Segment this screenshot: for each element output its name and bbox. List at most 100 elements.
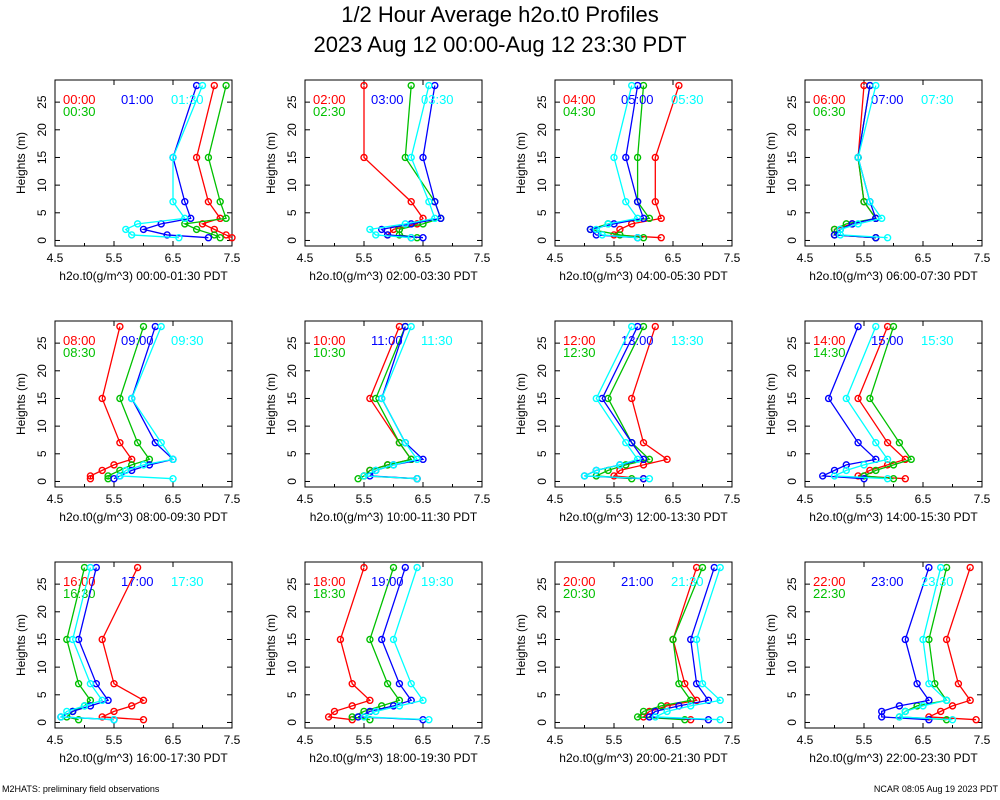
series-line-1600 bbox=[99, 567, 145, 721]
legend-label: 13:00 bbox=[621, 333, 654, 348]
data-point bbox=[633, 198, 642, 206]
series-line-2100 bbox=[647, 567, 715, 721]
data-point bbox=[216, 198, 224, 206]
legend-label: 22:30 bbox=[813, 586, 846, 601]
data-point bbox=[872, 439, 880, 447]
data-point bbox=[616, 461, 624, 469]
x-tick-label: 7.5 bbox=[224, 251, 241, 265]
series-line-0900 bbox=[113, 326, 175, 480]
data-point bbox=[883, 439, 892, 447]
y-tick-label: 15 bbox=[535, 391, 549, 405]
y-axis-label: Heights (m) bbox=[764, 132, 778, 194]
x-tick-label: 4.5 bbox=[797, 492, 814, 506]
x-tick-label: 5.5 bbox=[606, 733, 623, 747]
panel-3: 4.5 5.5 6.5 7.5 0 5 10 15 20 25 Heights (m) h2o.t0(… bbox=[514, 79, 741, 283]
data-point bbox=[592, 466, 600, 475]
series-line-0130 bbox=[124, 85, 204, 239]
legend-label: 20:30 bbox=[563, 586, 596, 601]
data-point bbox=[372, 231, 380, 239]
data-point bbox=[222, 231, 230, 239]
data-point bbox=[366, 635, 374, 644]
y-tick-label: 0 bbox=[535, 719, 549, 726]
y-axis-label: Heights (m) bbox=[264, 614, 278, 676]
data-point bbox=[860, 461, 868, 469]
y-tick-label: 5 bbox=[535, 209, 549, 216]
data-point bbox=[878, 707, 886, 716]
data-point bbox=[110, 475, 118, 483]
y-tick-label: 15 bbox=[535, 150, 549, 164]
data-point bbox=[163, 231, 171, 239]
x-tick-label: 6.5 bbox=[165, 492, 182, 506]
y-tick-label: 25 bbox=[535, 95, 549, 109]
series-line-0500 bbox=[589, 85, 645, 239]
y-tick-label: 10 bbox=[35, 178, 49, 192]
legend-label: 14:30 bbox=[813, 345, 846, 360]
y-tick-label: 25 bbox=[535, 577, 549, 591]
legend-label: 19:00 bbox=[371, 574, 404, 589]
data-point bbox=[139, 225, 148, 234]
data-point bbox=[580, 472, 589, 480]
data-point bbox=[901, 475, 909, 483]
data-point bbox=[675, 680, 683, 688]
data-point bbox=[651, 198, 659, 206]
y-tick-label: 0 bbox=[285, 719, 299, 726]
series-line-0530 bbox=[595, 85, 639, 239]
data-point bbox=[687, 702, 695, 710]
data-point bbox=[842, 466, 850, 475]
legend-label: 09:30 bbox=[171, 333, 204, 348]
legend-label: 16:30 bbox=[63, 586, 96, 601]
y-axis-label: Heights (m) bbox=[14, 373, 28, 435]
data-point bbox=[139, 322, 148, 331]
x-tick-label: 5.5 bbox=[856, 251, 873, 265]
data-point bbox=[901, 707, 909, 716]
data-point bbox=[139, 696, 148, 705]
x-tick-label: 5.5 bbox=[106, 251, 123, 265]
legend-label: 06:00 bbox=[813, 92, 846, 107]
panel-5: 4.5 5.5 6.5 7.5 0 5 10 15 20 25 Heights (m) h2o.t0(… bbox=[14, 320, 241, 524]
y-axis-label: Heights (m) bbox=[764, 373, 778, 435]
legend-label: 05:00 bbox=[621, 92, 654, 107]
data-point bbox=[610, 472, 618, 480]
x-tick-label: 7.5 bbox=[474, 251, 491, 265]
data-point bbox=[657, 233, 665, 242]
data-point bbox=[122, 466, 130, 475]
data-point bbox=[716, 563, 724, 572]
data-point bbox=[133, 439, 142, 447]
legend-label: 18:30 bbox=[313, 586, 346, 601]
data-point bbox=[413, 455, 421, 464]
data-point bbox=[139, 716, 148, 724]
data-point bbox=[925, 563, 933, 572]
data-point bbox=[401, 439, 409, 447]
y-tick-label: 0 bbox=[785, 719, 799, 726]
data-point bbox=[133, 563, 142, 572]
data-point bbox=[854, 322, 862, 331]
data-point bbox=[842, 394, 850, 403]
y-tick-label: 0 bbox=[35, 478, 49, 485]
series-line-2330 bbox=[897, 567, 953, 721]
data-point bbox=[592, 225, 600, 234]
data-point bbox=[407, 322, 415, 331]
data-point bbox=[366, 225, 374, 234]
y-tick-label: 15 bbox=[785, 150, 799, 164]
series-line-1700 bbox=[60, 567, 115, 721]
x-axis-label: h2o.t0(g/m^3) 20:00-21:30 PDT bbox=[559, 751, 728, 765]
x-tick-label: 4.5 bbox=[47, 492, 64, 506]
data-point bbox=[610, 153, 618, 162]
x-tick-label: 5.5 bbox=[106, 492, 123, 506]
data-point bbox=[86, 563, 95, 572]
figure-subtitle: 2023 Aug 12 00:00-Aug 12 23:30 PDT bbox=[313, 32, 686, 57]
y-tick-label: 20 bbox=[535, 123, 549, 137]
data-point bbox=[222, 214, 230, 223]
legend-label: 04:00 bbox=[563, 92, 596, 107]
data-point bbox=[378, 225, 386, 234]
series-line-1830 bbox=[349, 567, 401, 721]
y-tick-label: 25 bbox=[35, 336, 49, 350]
series-line-1500 bbox=[820, 326, 878, 480]
data-point bbox=[622, 198, 630, 206]
data-point bbox=[639, 439, 648, 447]
x-axis-label: h2o.t0(g/m^3) 18:00-19:30 PDT bbox=[309, 751, 478, 765]
y-tick-label: 20 bbox=[285, 364, 299, 378]
y-tick-label: 15 bbox=[285, 632, 299, 646]
y-tick-label: 25 bbox=[285, 95, 299, 109]
